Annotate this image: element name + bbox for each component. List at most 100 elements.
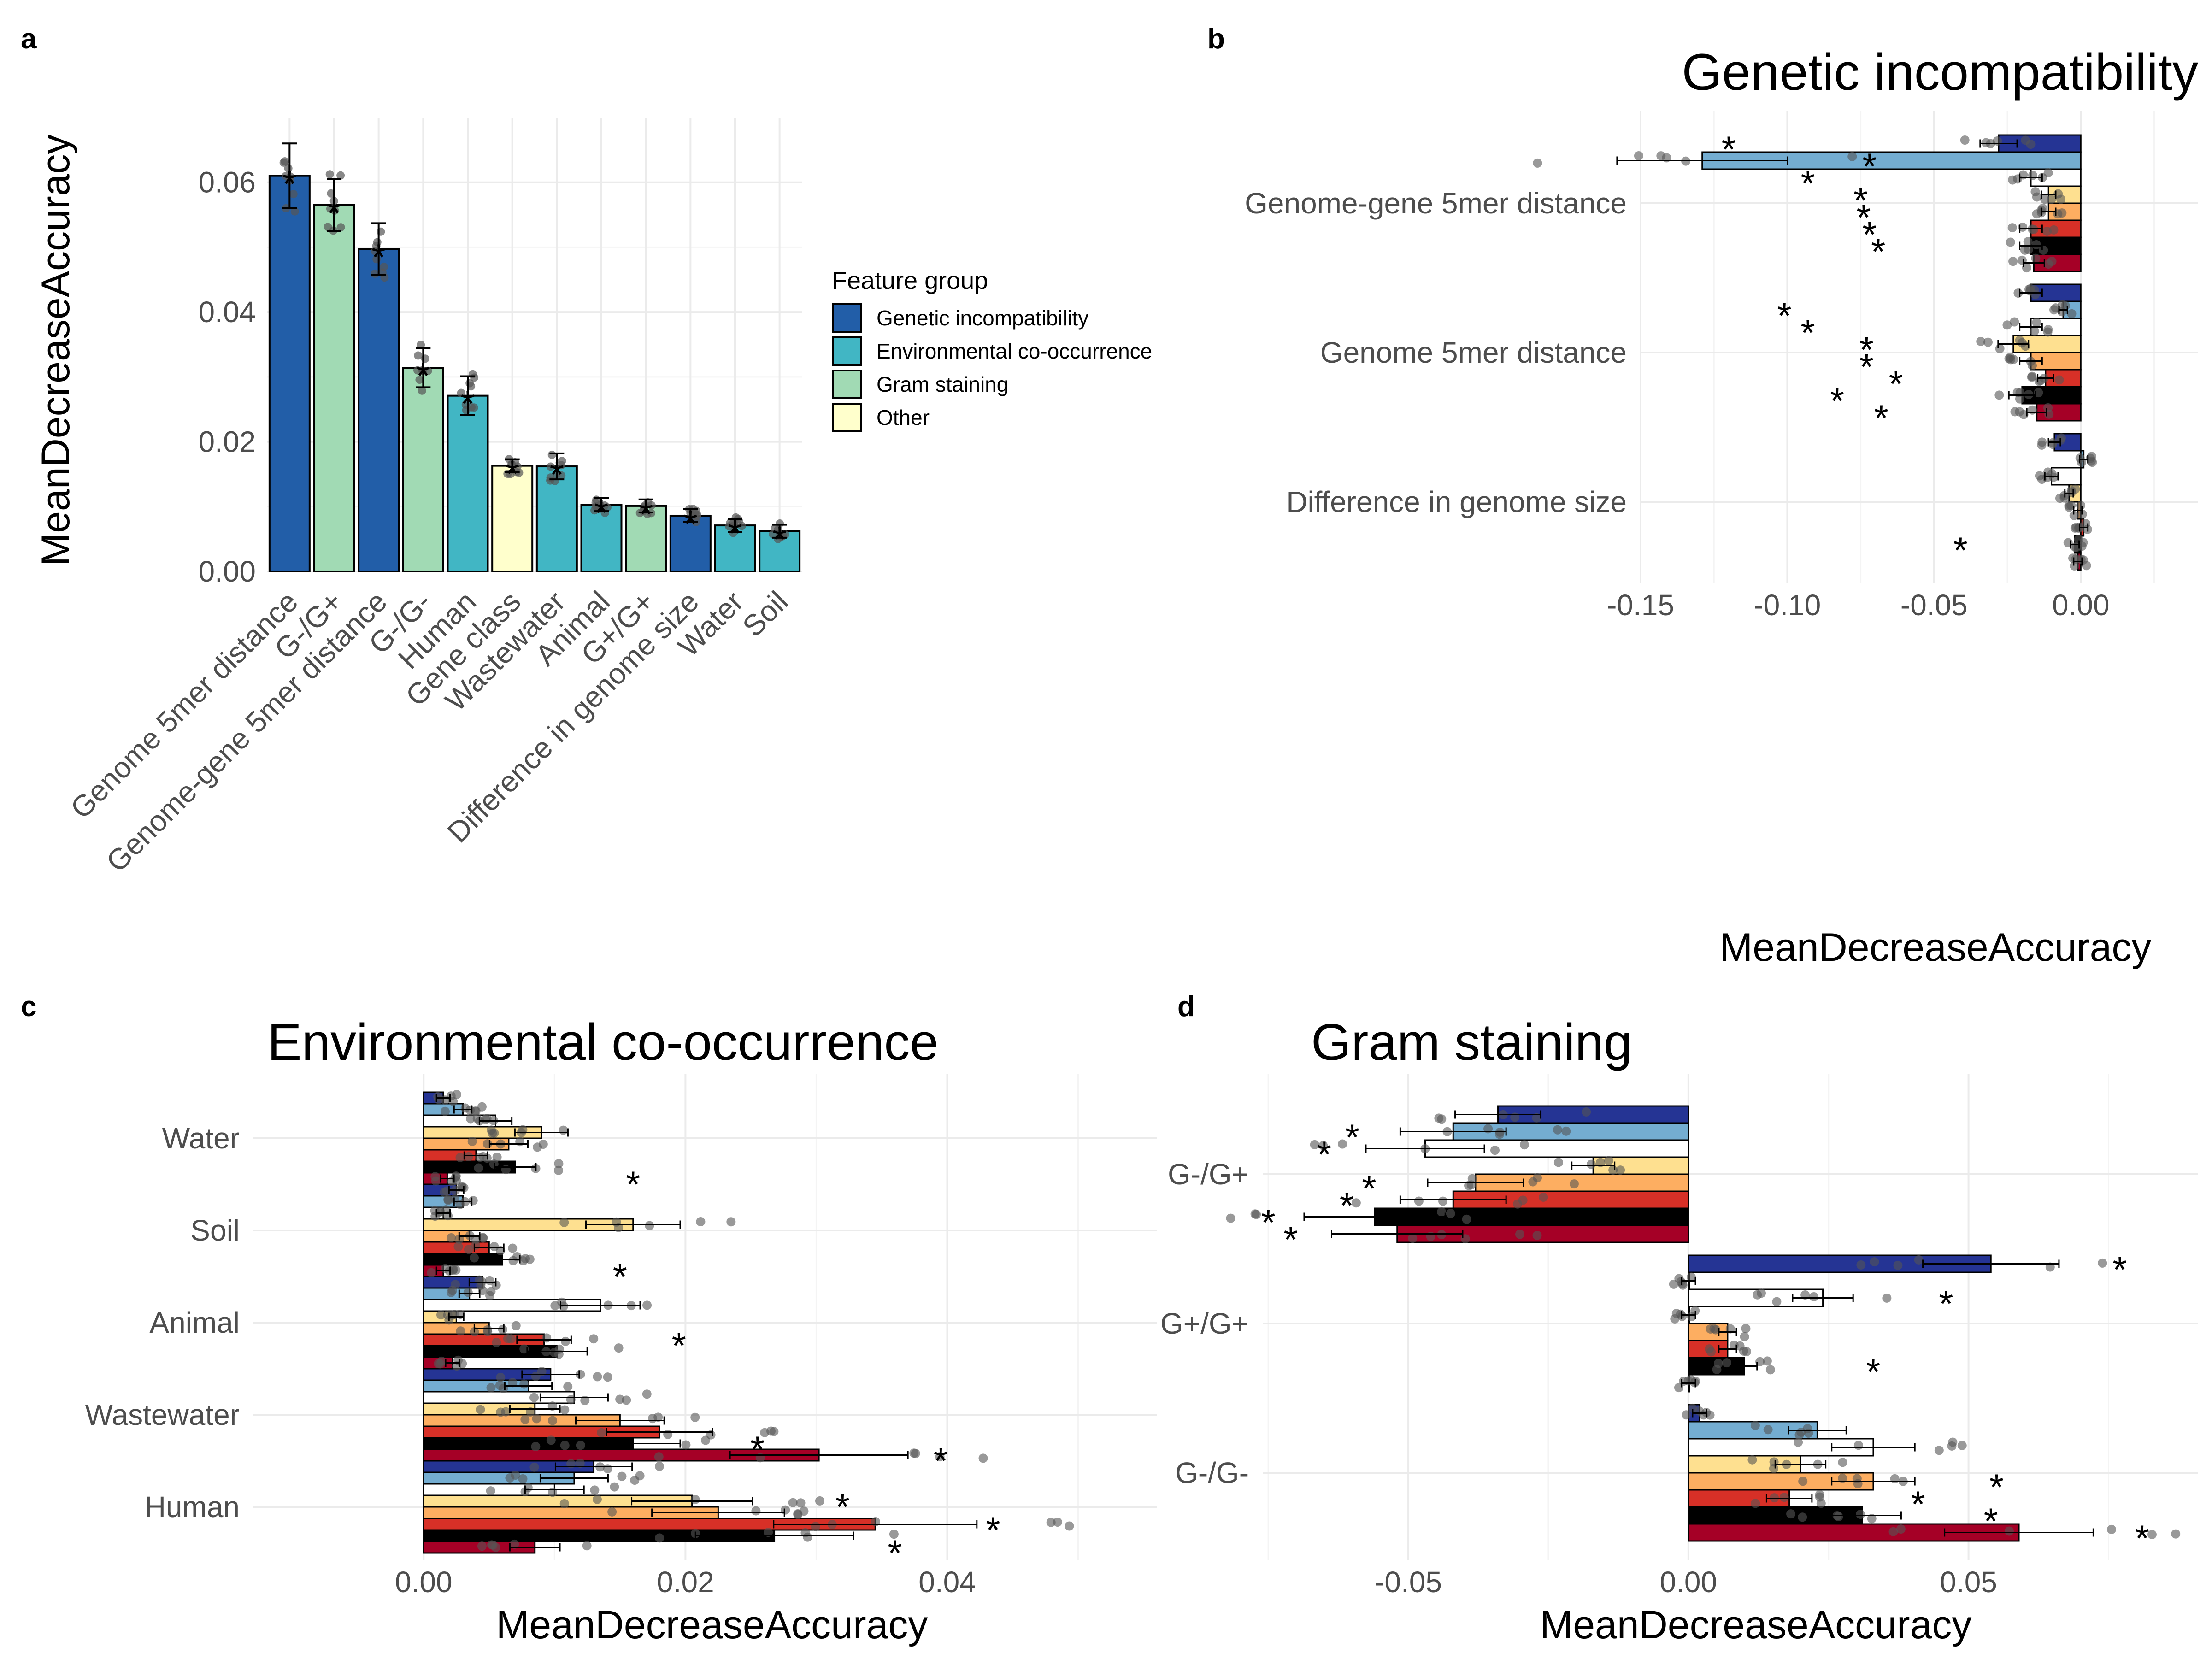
panel-b-y-tick-labels: Genome-gene 5mer distance Genome 5mer dis… bbox=[1245, 187, 1627, 518]
b-point bbox=[2010, 317, 2019, 327]
panel-d-title: Gram staining bbox=[1311, 1013, 1632, 1071]
b-point bbox=[2007, 223, 2017, 233]
c-point bbox=[576, 1441, 585, 1450]
d-point bbox=[1765, 1365, 1775, 1375]
b-point bbox=[1533, 158, 1542, 168]
d-point bbox=[1226, 1213, 1235, 1223]
c-point bbox=[815, 1496, 824, 1506]
d-point bbox=[1853, 1441, 1863, 1450]
b-significance-star: * bbox=[1777, 295, 1791, 336]
c-point bbox=[607, 1507, 617, 1517]
b-point bbox=[2043, 403, 2053, 412]
b-x-tick-label: -0.15 bbox=[1607, 588, 1674, 622]
c-significance-star: * bbox=[672, 1325, 686, 1366]
b-point bbox=[1995, 344, 2005, 353]
b-point bbox=[2032, 209, 2041, 219]
legend-swatch bbox=[832, 336, 862, 366]
panel-c-significance-stars: * * * * * * * * bbox=[613, 1164, 1000, 1574]
c-point bbox=[696, 1217, 706, 1227]
c-point bbox=[456, 1326, 465, 1336]
b-point bbox=[2028, 361, 2037, 371]
c-point bbox=[811, 1522, 820, 1531]
d-point bbox=[1446, 1209, 1455, 1218]
c-point bbox=[477, 1102, 487, 1112]
c-point bbox=[561, 1336, 571, 1346]
b-point bbox=[1634, 151, 1643, 161]
d-point bbox=[1934, 1446, 1944, 1455]
c-point bbox=[642, 1389, 652, 1399]
c-point bbox=[488, 1129, 497, 1138]
legend-entry-label: Gram staining bbox=[877, 372, 1008, 396]
b-point bbox=[2031, 240, 2041, 249]
c-point bbox=[471, 1241, 481, 1250]
b-point bbox=[2042, 226, 2052, 236]
a-point bbox=[691, 509, 700, 518]
c-point bbox=[655, 1533, 665, 1543]
c-point bbox=[559, 1499, 569, 1508]
c-y-tick-label: Soil bbox=[190, 1214, 240, 1247]
c-significance-star: * bbox=[835, 1487, 850, 1528]
legend-swatch bbox=[832, 370, 862, 399]
c-point bbox=[592, 1494, 602, 1504]
d-point bbox=[1462, 1214, 1471, 1224]
b-point bbox=[1960, 135, 1970, 145]
d-point bbox=[2004, 1526, 2014, 1536]
c-point bbox=[554, 1159, 564, 1169]
a-point bbox=[290, 207, 299, 216]
b-bar bbox=[2051, 467, 2082, 486]
c-point bbox=[1053, 1517, 1062, 1527]
a-significance-star: * bbox=[728, 513, 742, 554]
c-point bbox=[654, 1452, 664, 1462]
c-y-tick-label: Water bbox=[162, 1122, 240, 1155]
d-point bbox=[1670, 1314, 1680, 1324]
d-point bbox=[1757, 1288, 1766, 1298]
a-significance-star: * bbox=[282, 164, 297, 205]
c-point bbox=[648, 1414, 658, 1424]
a-significance-star: * bbox=[505, 453, 519, 494]
b-point bbox=[2067, 309, 2077, 318]
b-significance-star: * bbox=[1862, 146, 1877, 187]
d-point bbox=[1948, 1437, 1958, 1447]
b-point bbox=[2032, 318, 2041, 327]
panel-c-error-bars bbox=[435, 1094, 978, 1552]
c-point bbox=[464, 1245, 473, 1254]
d-point bbox=[1729, 1340, 1739, 1350]
panel-a-y-tick-labels: 0.00 0.02 0.04 0.06 bbox=[198, 166, 256, 588]
c-point bbox=[511, 1321, 521, 1330]
a-significance-star: * bbox=[327, 193, 341, 234]
c-point bbox=[431, 1176, 441, 1186]
b-point bbox=[2002, 320, 2012, 330]
c-point bbox=[464, 1152, 473, 1161]
a-y-tick-label: 0.04 bbox=[198, 295, 256, 329]
d-significance-star: * bbox=[2135, 1518, 2149, 1559]
a-y-tick-label: 0.06 bbox=[198, 166, 256, 199]
c-point bbox=[560, 1405, 570, 1415]
d-point bbox=[1586, 1159, 1596, 1169]
panel-d-gridlines bbox=[1263, 1074, 2198, 1560]
c-point bbox=[642, 1300, 652, 1310]
c-point bbox=[470, 1253, 479, 1263]
c-point bbox=[726, 1217, 736, 1227]
d-significance-star: * bbox=[1984, 1501, 1998, 1542]
c-point bbox=[538, 1139, 548, 1149]
c-point bbox=[529, 1462, 539, 1472]
panel-d-gram-staining: Gram staining ***** ****** * * G-/G+G+/G+G-… bbox=[1160, 1013, 2198, 1647]
d-point bbox=[1856, 1260, 1866, 1270]
c-point bbox=[1046, 1518, 1056, 1527]
c-point bbox=[614, 1343, 624, 1353]
a-significance-star: * bbox=[639, 494, 653, 535]
c-point bbox=[488, 1540, 498, 1550]
c-point bbox=[593, 1372, 602, 1382]
b-y-tick-label: Difference in genome size bbox=[1286, 485, 1627, 518]
panel-a-bars bbox=[268, 175, 801, 573]
c-point bbox=[532, 1414, 541, 1424]
c-point bbox=[563, 1382, 573, 1392]
d-point bbox=[1351, 1198, 1361, 1208]
b-significance-star: * bbox=[1800, 163, 1815, 204]
b-significance-star: * bbox=[1862, 214, 1877, 255]
d-x-tick-label: 0.05 bbox=[1940, 1565, 1997, 1599]
d-point bbox=[1513, 1199, 1523, 1209]
d-point bbox=[1674, 1274, 1684, 1283]
c-point bbox=[589, 1334, 599, 1344]
panel-b-x-tick-labels: -0.15 -0.10 -0.05 0.00 bbox=[1607, 588, 2109, 622]
